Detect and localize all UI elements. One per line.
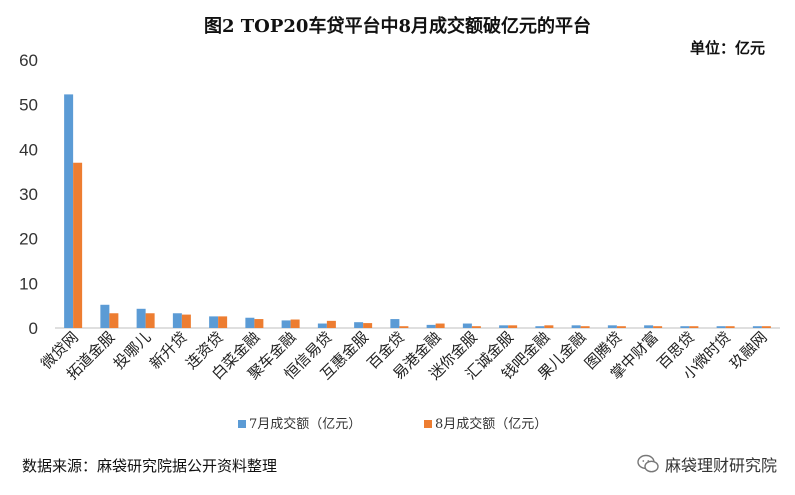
- bar-aug: [326, 320, 336, 328]
- watermark-text: 麻袋理财研究院: [664, 456, 777, 475]
- bar-jul: [680, 326, 690, 328]
- legend-swatch: [238, 420, 246, 428]
- bar-aug: [181, 314, 191, 328]
- bar-aug: [109, 313, 119, 328]
- bar-jul: [462, 323, 472, 328]
- bar-aug: [218, 316, 228, 328]
- y-tick-label: 50: [19, 96, 38, 115]
- bar-aug: [689, 326, 699, 328]
- bar-jul: [426, 324, 436, 328]
- bar-aug: [508, 325, 518, 328]
- bar-jul: [607, 325, 617, 328]
- legend-label: 7月成交额（亿元）: [249, 416, 361, 432]
- y-tick-label: 10: [19, 274, 38, 293]
- bar-jul: [716, 326, 726, 328]
- wechat-icon: [637, 454, 659, 473]
- bar-aug: [544, 325, 554, 328]
- bar-aug: [254, 319, 264, 328]
- bar-aug: [399, 326, 409, 328]
- x-tick-label: 玖融网: [726, 328, 771, 373]
- bar-jul: [752, 326, 762, 328]
- x-tick-label: 新升贷: [146, 328, 191, 373]
- bar-jul: [136, 308, 146, 328]
- bar-jul: [209, 316, 219, 328]
- y-tick-label: 60: [19, 51, 38, 70]
- bar-aug: [616, 326, 626, 328]
- y-tick-label: 30: [19, 185, 38, 204]
- bar-aug: [145, 313, 155, 328]
- bar-jul: [499, 325, 509, 328]
- legend-swatch: [424, 420, 432, 428]
- bar-jul: [644, 325, 654, 328]
- bar-jul: [535, 326, 545, 328]
- bar-aug: [435, 323, 445, 328]
- bar-jul: [172, 313, 182, 328]
- x-tick-label: 投哪儿: [110, 328, 155, 373]
- bar-jul: [354, 322, 364, 328]
- data-source-note: 数据来源：麻袋研究院据公开资料整理: [22, 457, 278, 475]
- bar-jul: [317, 323, 327, 328]
- watermark: 麻袋理财研究院: [637, 452, 777, 476]
- bar-aug: [73, 162, 83, 328]
- bar-jul: [571, 325, 581, 328]
- y-tick-label: 0: [29, 319, 38, 338]
- legend-label: 8月成交额（亿元）: [435, 416, 547, 432]
- bar-jul: [245, 317, 255, 328]
- bar-aug: [725, 326, 735, 328]
- bar-aug: [761, 326, 771, 328]
- y-tick-label: 20: [19, 230, 38, 249]
- bar-jul: [64, 94, 74, 328]
- unit-label: 单位：亿元: [689, 39, 765, 57]
- bar-aug: [653, 326, 663, 328]
- chart-title: 图2 TOP20车贷平台中8月成交额破亿元的平台: [204, 16, 591, 37]
- bar-aug: [363, 323, 373, 328]
- bar-jul: [100, 304, 110, 328]
- bar-aug: [580, 326, 590, 328]
- y-tick-label: 40: [19, 140, 38, 159]
- bar-jul: [390, 319, 400, 328]
- bar-aug: [290, 319, 300, 328]
- bar-jul: [281, 320, 291, 328]
- bar-aug: [471, 326, 481, 328]
